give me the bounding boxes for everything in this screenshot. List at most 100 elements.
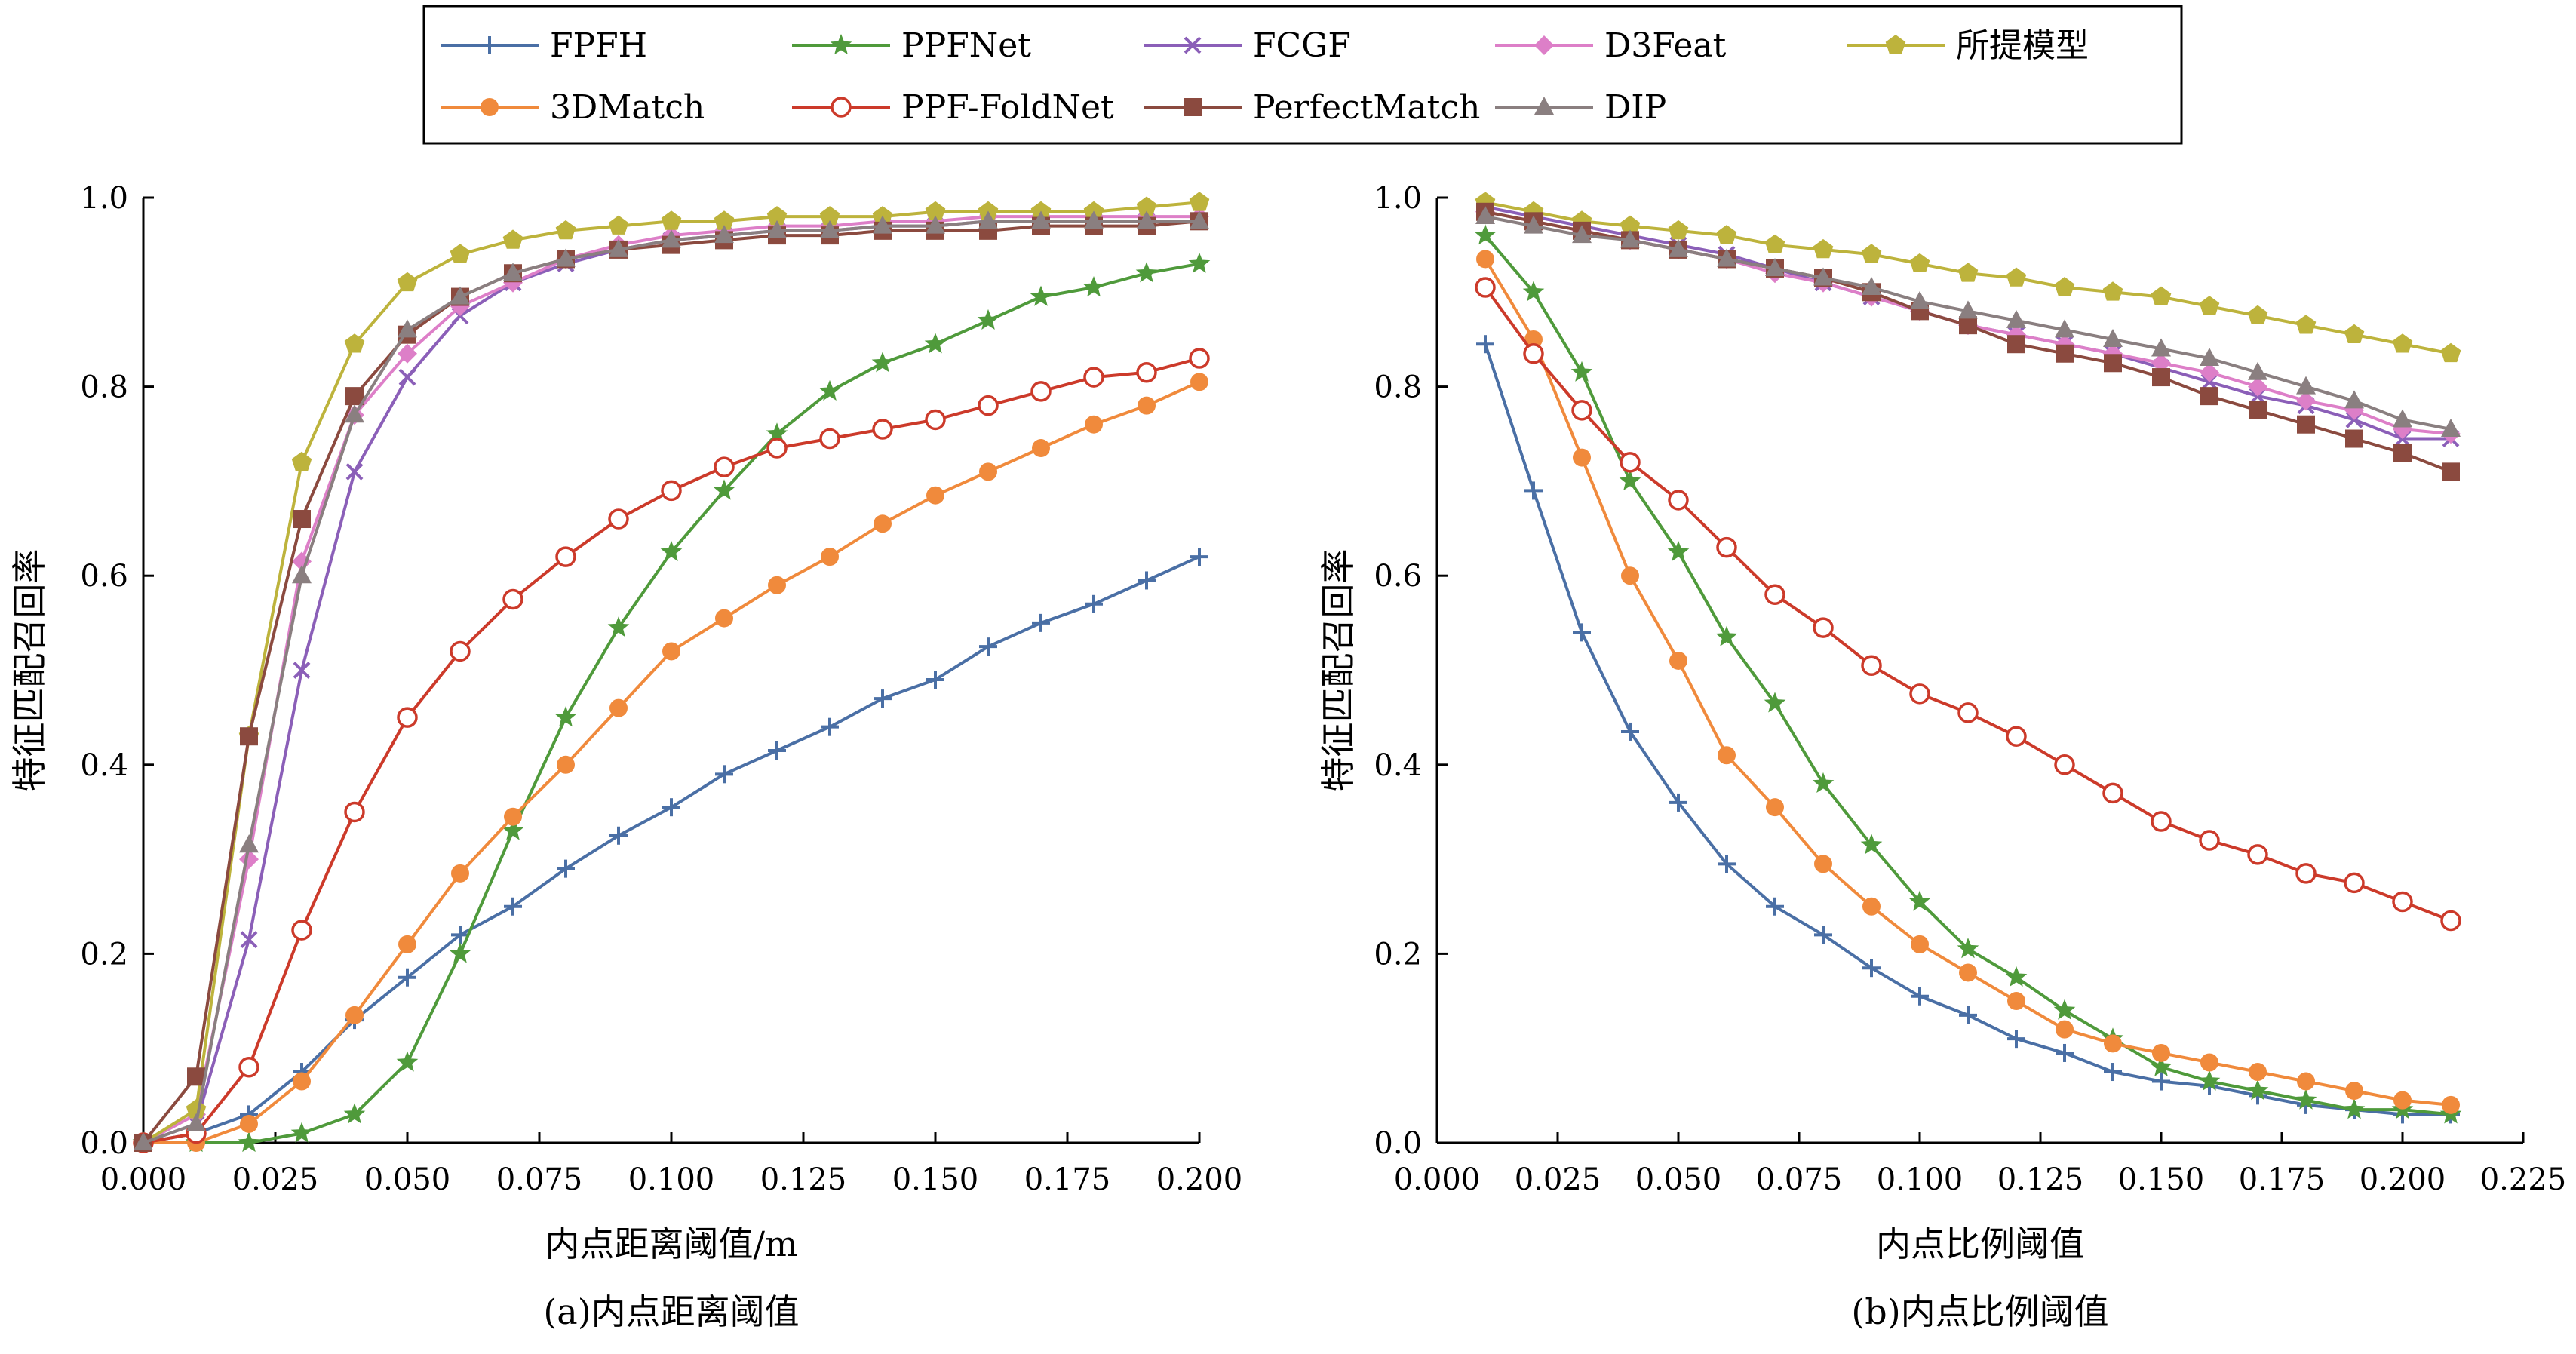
data-point	[1910, 290, 1930, 309]
series-series	[133, 192, 1210, 1152]
data-point	[2104, 1034, 2122, 1053]
data-point	[2393, 1091, 2412, 1110]
data-point	[502, 229, 523, 249]
data-point	[1861, 655, 1882, 676]
x-tick-label: 0.225	[2480, 1162, 2567, 1197]
data-point	[2152, 1072, 2170, 1091]
x-tick-label: 0.175	[2239, 1162, 2326, 1197]
data-point	[1814, 926, 1832, 944]
data-point	[555, 220, 576, 240]
data-point	[2151, 353, 2171, 373]
legend-item-d3feat: D3Feat	[1495, 26, 1727, 65]
series-ppf-foldnet	[1475, 277, 2461, 932]
x-tick-label: 0.025	[1515, 1162, 1601, 1197]
legend-label: FCGF	[1253, 26, 1351, 65]
data-point	[1573, 623, 1591, 642]
series-line	[143, 215, 1199, 1144]
y-tick-label: 1.0	[80, 181, 128, 216]
data-point	[2152, 1043, 2170, 1062]
data-point	[398, 968, 416, 987]
data-point	[1668, 490, 1689, 511]
data-point	[2295, 863, 2317, 884]
data-point	[1524, 215, 1543, 234]
data-point	[2344, 872, 2365, 894]
data-point	[1190, 548, 1208, 566]
data-point	[290, 1122, 313, 1143]
data-point	[979, 462, 997, 481]
data-point	[2200, 348, 2219, 367]
series-ppfnet	[1474, 224, 2462, 1124]
data-point	[1669, 793, 1687, 812]
legend-item-series: 所提模型	[1847, 26, 2089, 65]
y-axis-title: 特征匹配召回率	[9, 549, 50, 792]
data-point	[502, 588, 523, 610]
data-point	[2055, 319, 2074, 338]
legend-label: DIP	[1604, 88, 1666, 127]
data-point	[661, 480, 682, 502]
data-point	[1766, 897, 1784, 916]
data-point	[2247, 305, 2268, 324]
data-point	[240, 931, 258, 949]
data-point	[557, 859, 575, 878]
data-point	[343, 1103, 366, 1124]
data-point	[1911, 987, 1929, 1006]
data-point	[874, 689, 892, 708]
data-point	[1032, 439, 1050, 458]
data-point	[450, 244, 471, 263]
series-series	[1475, 192, 2461, 363]
series-dip	[1475, 206, 2461, 437]
data-point	[1138, 571, 1156, 590]
legend-label: 所提模型	[1956, 26, 2089, 65]
data-point	[239, 834, 259, 853]
data-point	[2296, 391, 2316, 411]
data-point	[344, 801, 365, 823]
legend-marker-pentagon	[1885, 35, 1906, 54]
data-point	[2296, 376, 2316, 395]
x-tick-label: 0.100	[1877, 1162, 1963, 1197]
data-point	[768, 741, 786, 760]
x-tick-label: 0.175	[1024, 1162, 1111, 1197]
data-point	[713, 479, 735, 500]
y-tick-label: 0.2	[1374, 937, 1422, 972]
x-axis-title: 内点比例阈值	[1876, 1224, 2084, 1264]
y-tick-label: 0.8	[80, 370, 128, 405]
legend-label: D3Feat	[1604, 26, 1727, 65]
data-point	[1718, 746, 1736, 765]
data-point	[714, 210, 735, 230]
data-point	[240, 727, 258, 746]
data-point	[557, 755, 575, 774]
legend-item-dip: DIP	[1495, 88, 1666, 127]
data-point	[2151, 811, 2172, 832]
data-point	[978, 210, 998, 229]
data-point	[1764, 234, 1785, 253]
y-tick-label: 0.0	[80, 1126, 128, 1161]
data-point	[240, 1114, 258, 1133]
data-point	[1190, 210, 1209, 229]
data-point	[1959, 1006, 1977, 1024]
y-tick-label: 0.0	[1374, 1126, 1422, 1161]
data-point	[662, 798, 680, 817]
data-point	[715, 765, 733, 784]
x-tick-label: 0.000	[1394, 1162, 1481, 1197]
data-point	[766, 206, 788, 226]
data-point	[1619, 469, 1641, 490]
data-point	[1188, 252, 1211, 273]
data-point	[2151, 338, 2171, 357]
data-point	[397, 707, 418, 728]
data-point	[1669, 238, 1688, 257]
data-point	[1524, 481, 1543, 500]
data-point	[2007, 1030, 2025, 1049]
data-point	[1715, 625, 1738, 646]
data-point	[1957, 702, 1979, 723]
data-point	[766, 438, 788, 459]
data-point	[1476, 250, 1494, 269]
data-point	[2295, 1088, 2317, 1110]
data-point	[2150, 1055, 2172, 1076]
y-tick-label: 0.6	[1374, 559, 1422, 594]
data-point	[2199, 830, 2220, 851]
data-point	[1862, 897, 1881, 916]
data-point	[662, 229, 681, 248]
series-line	[142, 220, 1200, 1144]
data-point	[2102, 281, 2123, 301]
